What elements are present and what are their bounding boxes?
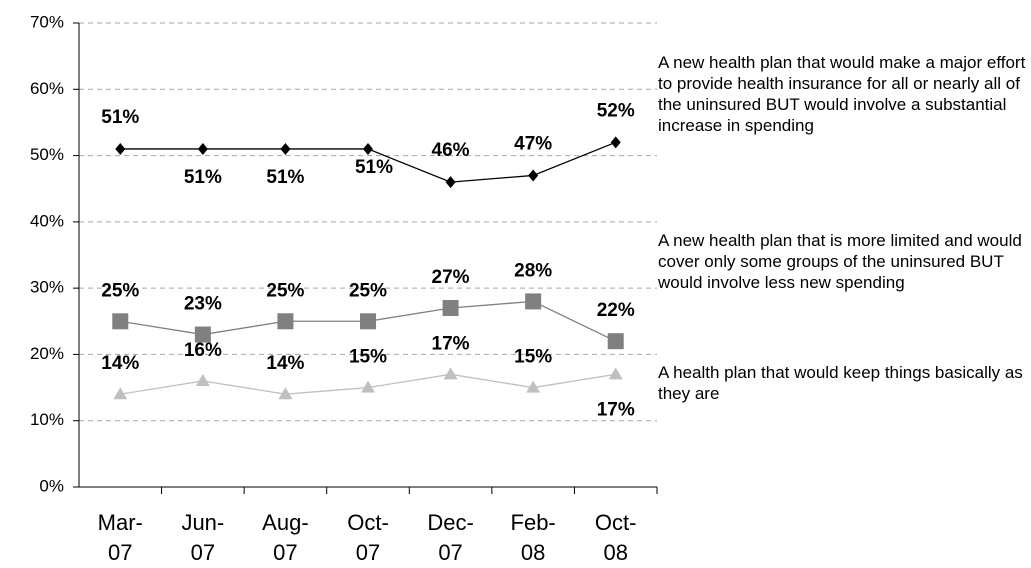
point — [115, 142, 126, 155]
point — [525, 293, 542, 310]
data-label: 51% — [184, 167, 222, 188]
point — [363, 142, 373, 155]
data-label: 25% — [101, 280, 139, 301]
data-label: 51% — [101, 107, 139, 128]
data-label: 52% — [597, 100, 635, 121]
point — [195, 373, 210, 386]
y-tick-label: 10% — [30, 410, 64, 429]
point — [607, 333, 624, 350]
x-tick-label: Mar-07 — [97, 510, 143, 565]
y-tick-label: 40% — [30, 211, 64, 230]
point — [277, 313, 294, 330]
x-tick-label: Dec-07 — [427, 510, 474, 565]
data-label: 28% — [514, 260, 552, 281]
point — [278, 387, 293, 400]
point — [280, 142, 291, 155]
point — [361, 380, 375, 393]
data-label: 16% — [184, 340, 222, 361]
point — [608, 367, 623, 380]
point — [445, 176, 456, 189]
x-tick-label: Jun-07 — [181, 510, 225, 565]
point — [113, 387, 128, 400]
data-label: 25% — [349, 280, 387, 301]
point — [360, 313, 376, 330]
point — [610, 136, 621, 149]
point — [442, 300, 459, 317]
y-tick-label: 30% — [30, 278, 64, 297]
point — [112, 313, 129, 330]
point — [194, 326, 211, 343]
y-tick-label: 50% — [30, 145, 64, 164]
data-label: 23% — [184, 294, 222, 315]
point — [443, 367, 458, 380]
x-tick-label: Aug-07 — [262, 510, 309, 565]
legend-label: A new health plan that is more limited a… — [658, 231, 1022, 292]
y-tick-label: 60% — [30, 79, 64, 98]
y-tick-label: 20% — [30, 344, 64, 363]
point — [526, 380, 541, 393]
data-label: 17% — [597, 399, 635, 420]
x-tick-label: Oct-08 — [594, 510, 637, 565]
data-label: 27% — [432, 267, 470, 288]
data-label: 47% — [514, 133, 552, 154]
x-tick-label: Oct-07 — [347, 510, 389, 565]
x-tick-label: Feb-08 — [510, 510, 556, 565]
data-label: 46% — [432, 140, 470, 161]
data-label: 15% — [514, 347, 552, 368]
point — [528, 169, 539, 182]
data-label: 51% — [266, 167, 304, 188]
data-label: 15% — [349, 347, 387, 368]
y-tick-label: 70% — [30, 12, 64, 31]
legend-label: A health plan that would keep things bas… — [658, 363, 1023, 403]
point — [197, 142, 208, 155]
y-tick-label: 0% — [39, 476, 64, 495]
data-label: 25% — [266, 280, 304, 301]
data-label: 14% — [101, 353, 139, 374]
data-label: 17% — [432, 333, 470, 354]
data-label: 22% — [597, 300, 635, 321]
data-label: 51% — [355, 157, 393, 178]
legend-label: A new health plan that would make a majo… — [658, 53, 1026, 135]
data-label: 14% — [266, 353, 304, 374]
